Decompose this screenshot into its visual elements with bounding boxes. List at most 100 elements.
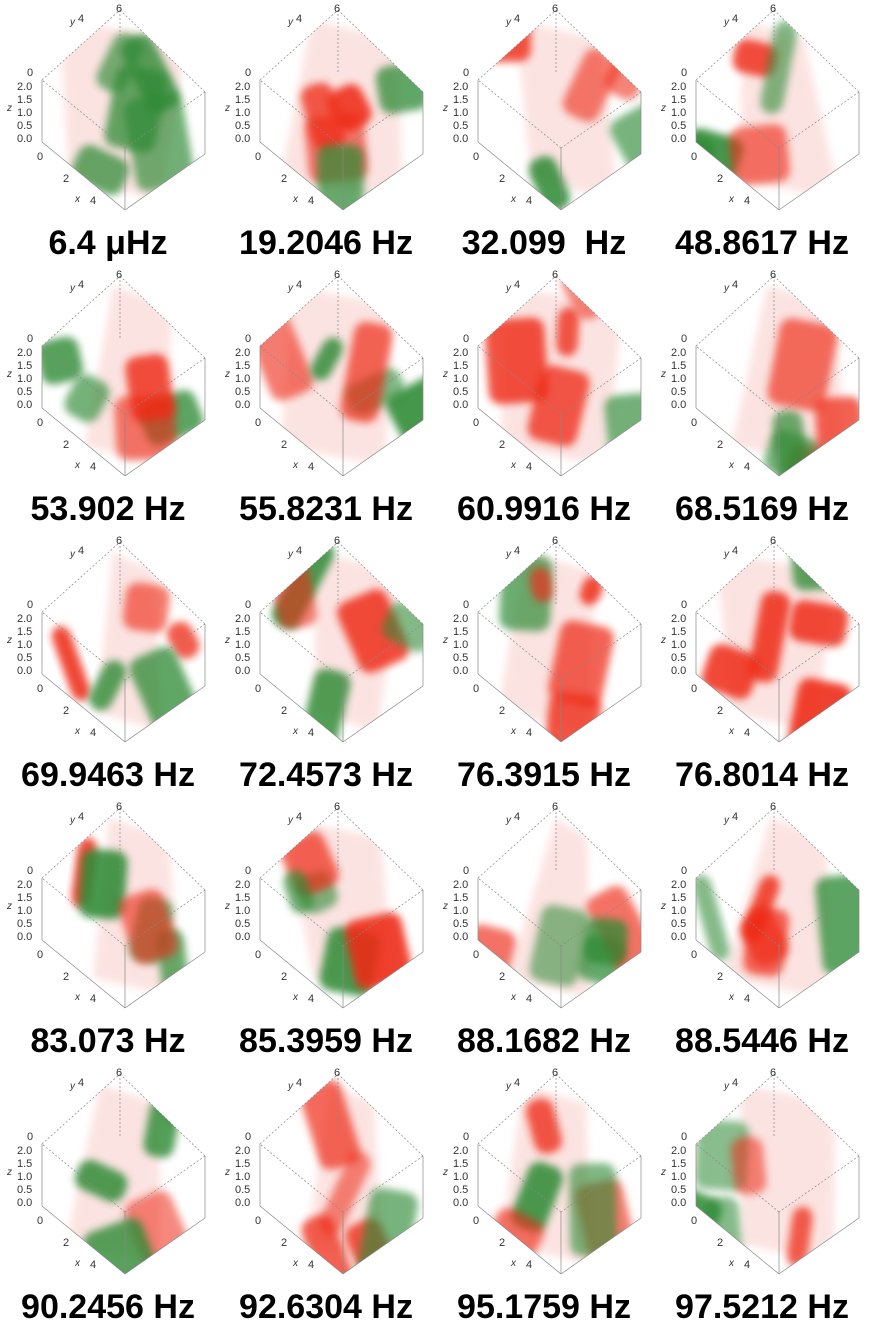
cube-edge <box>259 877 344 947</box>
x-axis-name: x <box>510 726 517 737</box>
x-tick-label: 2 <box>717 971 723 983</box>
z-tick-label: 0.5 <box>453 120 468 132</box>
z-tick-label: 2.0 <box>17 81 32 93</box>
z-tick-label: 1.0 <box>235 639 250 651</box>
z-tick-label: 0.0 <box>235 1197 250 1209</box>
y-tick-label: 0 <box>245 599 251 611</box>
cube-edge <box>41 807 121 879</box>
z-tick-label: 1.0 <box>453 373 468 385</box>
x-tick-label: 0 <box>37 151 43 163</box>
z-tick-label: 1.0 <box>453 639 468 651</box>
z-tick-label: 0.5 <box>671 1184 686 1196</box>
x-tick-label: 0 <box>691 151 697 163</box>
y-tick-label: 6 <box>334 269 340 281</box>
blob <box>118 889 178 964</box>
cube-edge <box>778 91 860 149</box>
z-tick-label: 2.0 <box>671 613 686 625</box>
cube-edge <box>477 1205 562 1275</box>
x-axis-name: x <box>292 992 299 1003</box>
z-tick-label: 0.0 <box>235 665 250 677</box>
y-tick-label: 4 <box>78 1077 84 1089</box>
z-tick-label: 0.5 <box>17 1184 32 1196</box>
x-tick-label: 2 <box>717 439 723 451</box>
cube-edge <box>259 1143 344 1213</box>
x-tick-label: 2 <box>717 1237 723 1249</box>
x-axis-name: x <box>292 726 299 737</box>
z-tick-label: 0.0 <box>671 1197 686 1209</box>
x-tick-label: 2 <box>499 439 505 451</box>
cube-edge <box>41 877 126 947</box>
y-tick-label: 0 <box>681 865 687 877</box>
y-tick-label: 4 <box>296 811 302 823</box>
y-tick-label: 6 <box>116 3 122 15</box>
cube-edge <box>124 419 206 477</box>
cube-edge <box>259 807 339 879</box>
blob <box>375 62 423 114</box>
cube-edge <box>41 939 126 1009</box>
density <box>280 20 423 210</box>
x-tick-label: 4 <box>308 1259 314 1271</box>
cube-edge <box>778 1217 860 1275</box>
y-tick-label: 4 <box>732 545 738 557</box>
x-tick-label: 4 <box>744 993 750 1005</box>
blob <box>767 318 838 412</box>
cube-edge <box>41 407 126 477</box>
cube-edge <box>778 357 860 415</box>
z-tick-label: 1.5 <box>453 94 468 106</box>
y-tick-label: 6 <box>116 535 122 547</box>
blob <box>701 643 760 700</box>
cube-edge <box>342 419 424 477</box>
z-tick-label: 2.0 <box>453 613 468 625</box>
x-axis-name: x <box>74 460 81 471</box>
blob <box>83 1218 161 1274</box>
x-tick-label: 0 <box>691 1215 697 1227</box>
y-axis-name: y <box>723 283 730 294</box>
frequency-label: 88.5446 Hz <box>675 1022 849 1060</box>
y-tick-label: 4 <box>514 545 520 557</box>
x-tick-label: 2 <box>63 705 69 717</box>
blob <box>743 906 790 977</box>
cube-edge <box>778 685 860 743</box>
y-axis-name: y <box>505 549 512 560</box>
blob <box>511 1161 563 1232</box>
z-axis-name: z <box>6 901 12 912</box>
y-tick-label: 6 <box>116 269 122 281</box>
cube-edge <box>124 889 206 947</box>
frequency-label: 72.4573 Hz <box>239 756 413 794</box>
cube-edge <box>41 275 121 347</box>
blob <box>162 1088 189 1122</box>
y-tick-label: 6 <box>552 801 558 813</box>
x-tick-label: 2 <box>499 705 505 717</box>
z-tick-label: 1.0 <box>17 107 32 119</box>
y-axis-name: y <box>69 549 76 560</box>
z-axis-name: z <box>442 1167 448 1178</box>
z-tick-label: 0.5 <box>235 1184 250 1196</box>
cube-edge <box>342 153 424 211</box>
x-tick-label: 2 <box>281 1237 287 1249</box>
x-tick-label: 0 <box>691 683 697 695</box>
cube-edge <box>695 541 775 613</box>
z-tick-label: 1.5 <box>453 360 468 372</box>
frequency-label: 85.3959 Hz <box>239 1022 413 1060</box>
blob <box>125 353 175 422</box>
y-tick-label: 0 <box>27 599 33 611</box>
x-axis-name: x <box>728 992 735 1003</box>
blob <box>340 321 393 423</box>
frequency-label: 48.8617 Hz <box>675 224 849 262</box>
x-tick-label: 4 <box>744 461 750 473</box>
cube-edge <box>695 807 775 879</box>
cube-edge <box>477 1073 557 1145</box>
z-tick-label: 2.0 <box>235 81 250 93</box>
frequency-label: 97.5212 Hz <box>675 1288 849 1326</box>
z-tick-label: 0.5 <box>17 386 32 398</box>
cube-edge <box>259 407 344 477</box>
x-tick-label: 2 <box>63 971 69 983</box>
x-tick-label: 2 <box>281 971 287 983</box>
cube-edge <box>695 79 780 149</box>
z-tick-label: 0.0 <box>17 931 32 943</box>
z-tick-label: 1.5 <box>671 360 686 372</box>
